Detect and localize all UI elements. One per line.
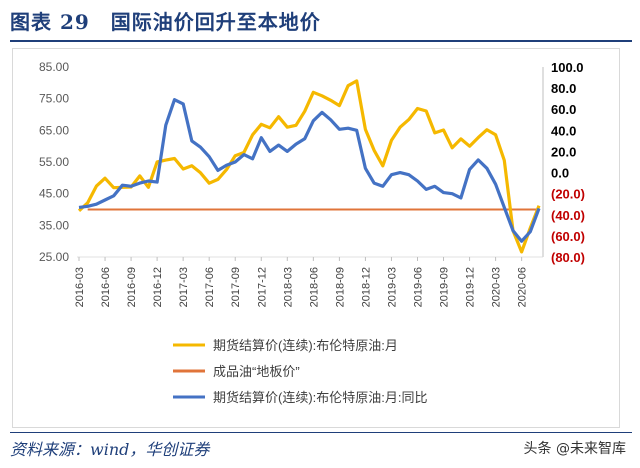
x-axis-tick-label: 2016-12	[152, 267, 164, 307]
x-axis-tick-label: 2017-09	[230, 267, 242, 307]
legend-item-floor-price-label: 成品油“地板价”	[213, 364, 300, 379]
left-axis-ticks: 25.00 35.00 45.00 55.00 65.00 75.00 85.00	[39, 60, 69, 264]
legend-item-brent-price-label: 期货结算价(连续):布伦特原油:月	[213, 338, 398, 353]
x-axis-tick-label: 2019-12	[465, 267, 477, 307]
left-axis-tick: 85.00	[39, 60, 69, 74]
chart-svg: 25.00 35.00 45.00 55.00 65.00 75.00 85.00 (80.…	[39, 60, 585, 405]
left-axis-tick: 45.00	[39, 187, 69, 201]
x-axis-tick-label: 2018-06	[308, 267, 320, 307]
title-divider	[10, 40, 632, 42]
source-divider	[10, 432, 632, 433]
x-axis-ticks: 2016-03 2016-06 2016-09 2016-12 2017-03 2017-…	[74, 257, 529, 307]
right-axis-ticks: (80.0) (60.0) (40.0) (20.0) 0.0 20.0 40.0 60.0 8…	[551, 60, 585, 265]
x-axis-tick-label: 2019-03	[386, 267, 398, 307]
x-axis-tick-label: 2017-12	[256, 267, 268, 307]
right-axis-tick: (60.0)	[551, 229, 585, 244]
x-axis-tick-label: 2020-03	[491, 267, 503, 307]
x-axis-tick-label: 2019-09	[439, 267, 451, 307]
x-axis-tick-label: 2017-03	[178, 267, 190, 307]
right-axis-tick: (40.0)	[551, 208, 585, 223]
right-axis-tick: (80.0)	[551, 250, 585, 265]
chart-series	[77, 79, 541, 254]
series-brent-price-line	[77, 79, 541, 254]
left-axis-tick: 25.00	[39, 250, 69, 264]
right-axis-tick: 60.0	[551, 102, 576, 117]
left-axis-tick: 55.00	[39, 155, 69, 169]
x-axis-tick-label: 2018-09	[334, 267, 346, 307]
watermark: 头条 @未来智库	[523, 441, 626, 457]
x-axis-tick-label: 2017-06	[204, 267, 216, 307]
x-axis-tick-label: 2016-06	[100, 267, 112, 307]
x-axis-tick-label: 2018-12	[360, 267, 372, 307]
legend-item-brent-yoy-label: 期货结算价(连续):布伦特原油:月:同比	[213, 390, 428, 405]
series-brent-yoy-line	[78, 98, 541, 243]
right-axis-tick: 40.0	[551, 123, 576, 138]
left-axis-tick: 35.00	[39, 218, 69, 232]
right-axis-tick: 0.0	[551, 166, 569, 181]
chart-container: 25.00 35.00 45.00 55.00 65.00 75.00 85.00 (80.…	[12, 48, 620, 428]
right-axis-tick: (20.0)	[551, 187, 585, 202]
source-note: 资料来源：wind，华创证券	[10, 440, 210, 459]
x-axis-tick-label: 2019-06	[412, 267, 424, 307]
right-axis-tick: 80.0	[551, 81, 576, 96]
left-axis-tick: 65.00	[39, 123, 69, 137]
x-axis-tick-label: 2018-03	[282, 267, 294, 307]
figure-title: 图表 29 国际油价回升至本地价	[10, 10, 321, 34]
chart-axes	[77, 67, 544, 258]
x-axis-tick-label: 2016-03	[74, 267, 86, 307]
x-axis-tick-label: 2016-09	[126, 267, 138, 307]
right-axis-tick: 100.0	[551, 60, 584, 75]
x-axis-tick-label: 2020-06	[517, 267, 529, 307]
left-axis-tick: 75.00	[39, 92, 69, 106]
right-axis-tick: 20.0	[551, 144, 576, 159]
